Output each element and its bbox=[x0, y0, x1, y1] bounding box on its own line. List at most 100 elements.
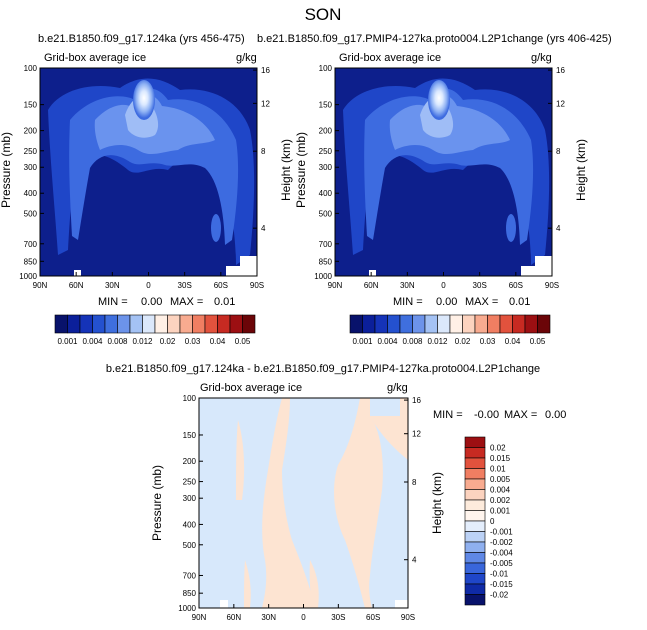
latitude-tick-label: 30S bbox=[331, 613, 345, 622]
latitude-tick-label: 60S bbox=[509, 281, 523, 290]
pressure-tick-label: 300 bbox=[319, 163, 333, 172]
topography-mask bbox=[220, 600, 228, 608]
colorbar-label: 0 bbox=[490, 517, 495, 526]
latitude-tick-label: 60N bbox=[69, 281, 84, 290]
pressure-tick-label: 1000 bbox=[178, 604, 196, 613]
colorbar-swatch bbox=[464, 541, 486, 553]
colorbar-label: 0.002 bbox=[490, 496, 511, 505]
latitude-tick-label: 90S bbox=[401, 613, 415, 622]
contour-blob-sh bbox=[211, 214, 221, 242]
colorbar-swatch bbox=[54, 314, 68, 334]
panel-var-name: Grid-box average ice bbox=[339, 52, 441, 64]
colorbar-label: 0.02 bbox=[455, 337, 471, 346]
colorbar-label: 0.02 bbox=[160, 337, 176, 346]
colorbar-swatch bbox=[67, 314, 81, 334]
pressure-tick-label: 200 bbox=[319, 127, 333, 136]
colorbar-label: 0.004 bbox=[377, 337, 398, 346]
pressure-tick-label: 250 bbox=[183, 478, 197, 487]
contour-field bbox=[335, 68, 552, 276]
diff-positive-streak bbox=[244, 560, 251, 608]
colorbar-swatch bbox=[474, 314, 488, 334]
height-tick-label: 4 bbox=[412, 556, 417, 565]
latitude-tick-label: 60S bbox=[214, 281, 228, 290]
pressure-axis: 100 150 200 250 300 400 500 700 850 1000 bbox=[178, 394, 203, 613]
diff-negative-region bbox=[199, 398, 282, 608]
colorbar-swatch bbox=[179, 314, 193, 334]
colorbar-label: 0.05 bbox=[530, 337, 546, 346]
colorbar-swatch bbox=[92, 314, 106, 334]
height-tick-label: 12 bbox=[556, 99, 565, 108]
panel-case-title: b.e21.B1850.f09_g17.124ka (yrs 456-475) bbox=[38, 33, 245, 45]
latitude-tick-label: 60N bbox=[364, 281, 379, 290]
colorbar-swatch bbox=[464, 594, 486, 606]
diff-negative-region bbox=[369, 420, 408, 608]
colorbar-swatch bbox=[464, 468, 486, 480]
colorbar-label: -0.004 bbox=[490, 549, 513, 558]
colorbar-swatch bbox=[464, 552, 486, 564]
colorbar: 0.001 0.004 0.008 0.012 0.02 0.03 0.04 0.05 bbox=[349, 314, 551, 346]
latitude-tick-label: 30N bbox=[400, 281, 415, 290]
height-tick-label: 16 bbox=[556, 66, 565, 75]
latitude-tick-label: 30S bbox=[178, 281, 192, 290]
panel-var-name: Grid-box average ice bbox=[44, 52, 146, 64]
colorbar-swatch bbox=[487, 314, 501, 334]
latitude-tick-label: 90N bbox=[192, 613, 207, 622]
colorbar-label: 0.004 bbox=[82, 337, 103, 346]
height-tick-label: 8 bbox=[261, 147, 266, 156]
pressure-tick-label: 850 bbox=[319, 257, 333, 266]
colorbar-swatch bbox=[79, 314, 93, 334]
pressure-tick-label: 500 bbox=[183, 541, 197, 550]
pressure-tick-label: 850 bbox=[183, 589, 197, 598]
colorbar-swatch bbox=[129, 314, 143, 334]
colorbar-swatch bbox=[349, 314, 363, 334]
latitude-axis: 90N 60N 30N 0 30S 60S 90S bbox=[192, 604, 415, 622]
latitude-tick-label: 60N bbox=[226, 613, 241, 622]
colorbar-swatch bbox=[412, 314, 426, 334]
y-axis-label-right: Height (km) bbox=[430, 472, 444, 534]
panel-top-right: b.e21.B1850.f09_g17.PMIP4-127ka.proto004… bbox=[257, 33, 612, 346]
pressure-tick-label: 150 bbox=[319, 101, 333, 110]
pressure-tick-label: 300 bbox=[24, 163, 38, 172]
max-value: 0.01 bbox=[214, 296, 235, 308]
colorbar-swatch bbox=[154, 314, 168, 334]
colorbar-label: -0.01 bbox=[490, 570, 509, 579]
colorbar-label: -0.001 bbox=[490, 528, 513, 537]
colorbar-swatch bbox=[229, 314, 243, 334]
min-value: 0.00 bbox=[436, 296, 457, 308]
colorbar-swatch bbox=[464, 489, 486, 501]
pressure-tick-label: 250 bbox=[24, 147, 38, 156]
colorbar-label: 0.05 bbox=[235, 337, 251, 346]
pressure-tick-label: 250 bbox=[319, 147, 333, 156]
colorbar-swatch bbox=[399, 314, 413, 334]
colorbar-label: 0.04 bbox=[505, 337, 521, 346]
colorbar-label: -0.015 bbox=[490, 580, 513, 589]
colorbar-swatch bbox=[192, 314, 206, 334]
colorbar-label: 0.008 bbox=[107, 337, 128, 346]
min-label: MIN = bbox=[98, 296, 128, 308]
panel-var-name: Grid-box average ice bbox=[200, 382, 302, 394]
pressure-tick-label: 150 bbox=[24, 101, 38, 110]
colorbar-swatch bbox=[142, 314, 156, 334]
colorbar-label: 0.001 bbox=[57, 337, 78, 346]
pressure-tick-label: 100 bbox=[183, 394, 197, 403]
colorbar-swatch bbox=[537, 314, 551, 334]
colorbar-swatch bbox=[462, 314, 476, 334]
panel-top-left: b.e21.B1850.f09_g17.124ka (yrs 456-475) … bbox=[0, 33, 293, 346]
diff-negative-region bbox=[282, 398, 365, 608]
latitude-axis: 90N 60N 30N 0 30S 60S 90S bbox=[328, 272, 559, 290]
colorbar-label: 0.02 bbox=[490, 444, 506, 453]
colorbar-label: 0.004 bbox=[490, 486, 511, 495]
colorbar-swatch bbox=[217, 314, 231, 334]
y-axis-label: Pressure (mb) bbox=[294, 132, 308, 208]
colorbar-label: -0.002 bbox=[490, 538, 513, 547]
pressure-axis: 100 150 200 250 300 400 500 700 850 1000 bbox=[314, 64, 339, 281]
pressure-tick-label: 1000 bbox=[314, 272, 332, 281]
diff-negative-region bbox=[370, 398, 400, 416]
pressure-tick-label: 400 bbox=[183, 520, 197, 529]
pressure-tick-label: 1000 bbox=[19, 272, 37, 281]
height-tick-label: 16 bbox=[412, 396, 421, 405]
colorbar-swatch bbox=[387, 314, 401, 334]
max-label: MAX = bbox=[170, 296, 203, 308]
